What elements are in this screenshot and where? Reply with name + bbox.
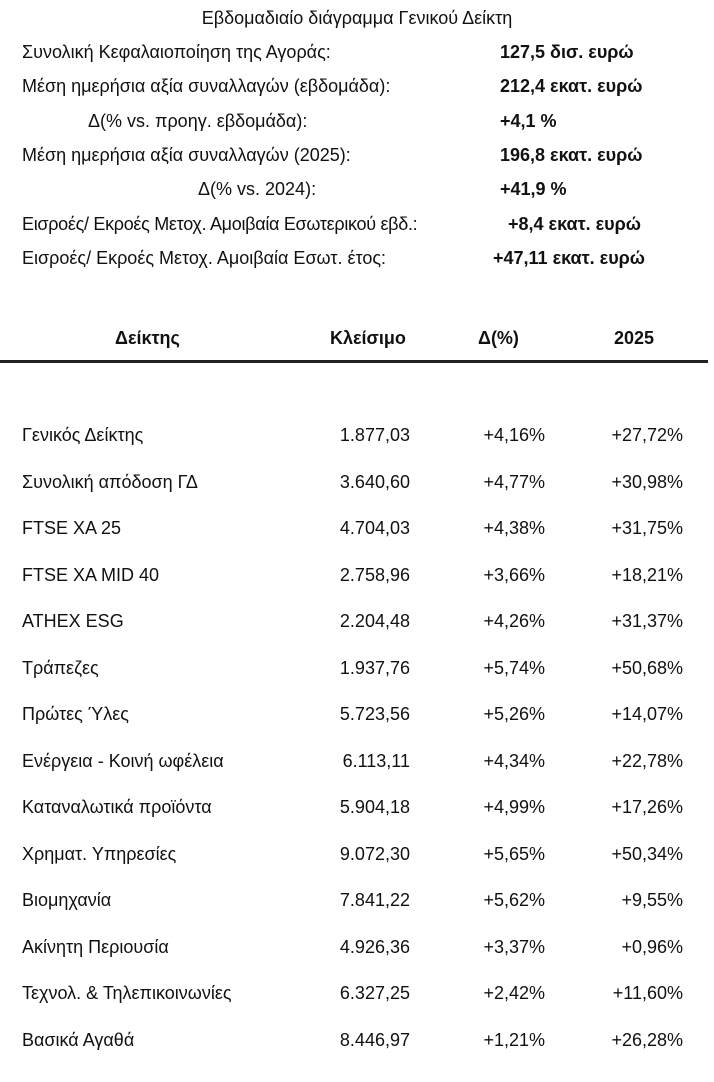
column-header-index: Δείκτης (115, 328, 180, 348)
summary-label: Εισροές/ Εκροές Μετοχ. Αμοιβαία Εσωτερικ… (22, 214, 418, 234)
weekly-change: +4,99% (483, 797, 545, 817)
close-value: 4.926,36 (339, 936, 410, 957)
weekly-change: +5,62% (483, 890, 545, 910)
weekly-change: +4,34% (483, 750, 545, 771)
weekly-change: +4,16% (483, 425, 545, 445)
ytd-change: +17,26% (611, 797, 683, 817)
ytd-change: +26,28% (611, 1029, 683, 1050)
ytd-change: +9,55% (621, 890, 683, 910)
index-name: Γενικός Δείκτης (22, 425, 144, 445)
weekly-change: +4,26% (483, 611, 545, 631)
close-value: 7.841,22 (339, 890, 410, 910)
close-value: 4.704,03 (339, 518, 410, 538)
close-value: 8.446,97 (339, 1029, 410, 1050)
summary-value: +47,11 εκατ. ευρώ (493, 248, 646, 268)
weekly-change: +3,37% (483, 936, 545, 957)
index-name: FTSE XA 25 (22, 518, 122, 538)
ytd-change: +14,07% (611, 704, 683, 724)
summary-value: 127,5 δισ. ευρώ (500, 42, 634, 62)
index-name: ATHEX ESG (22, 611, 124, 631)
summary-value: 212,4 εκατ. ευρώ (500, 76, 643, 96)
summary-label: Εισροές/ Εκροές Μετοχ. Αμοιβαία Εσωτ. έτ… (22, 248, 387, 268)
weekly-change: +4,77% (483, 471, 545, 492)
ytd-change: +50,34% (611, 843, 683, 864)
ytd-change: +31,37% (611, 611, 683, 631)
index-name: Χρηματ. Υπηρεσίες (22, 843, 177, 864)
close-value: 6.327,25 (339, 983, 410, 1003)
index-name: Ενέργεια - Κοινή ωφέλεια (22, 750, 224, 771)
ytd-change: +30,98% (611, 471, 683, 492)
summary-label: Συνολική Κεφαλαιοποίηση της Αγοράς: (22, 42, 331, 62)
weekly-change: +5,26% (483, 704, 545, 724)
index-name: Τράπεζες (22, 657, 99, 678)
weekly-change: +5,65% (483, 843, 545, 864)
ytd-change: +31,75% (611, 518, 683, 538)
ytd-change: +18,21% (611, 564, 683, 585)
report-title: Εβδομαδιαίο διάγραμμα Γενικού Δείκτη (201, 8, 513, 28)
index-name: Ακίνητη Περιουσία (22, 936, 169, 957)
column-header-ytd: 2025 (614, 328, 655, 348)
weekly-change: +2,42% (483, 983, 545, 1003)
summary-value: +41,9 % (500, 179, 567, 199)
close-value: 3.640,60 (339, 471, 410, 492)
index-name: Βιομηχανία (22, 890, 112, 910)
header-divider (0, 360, 708, 363)
summary-label: Δ(% vs. 2024): (198, 179, 317, 199)
index-name: FTSE XA MID 40 (22, 564, 160, 585)
column-header-close: Κλείσιμο (330, 328, 406, 348)
index-name: Πρώτες Ύλες (22, 704, 129, 724)
ytd-change: +0,96% (621, 936, 683, 957)
weekly-change: +4,38% (483, 518, 545, 538)
close-value: 6.113,11 (342, 750, 410, 771)
summary-value: 196,8 εκατ. ευρώ (500, 145, 643, 165)
close-value: 2.204,48 (339, 611, 410, 631)
ytd-change: +27,72% (611, 425, 683, 445)
index-name: Συνολική απόδοση ΓΔ (22, 471, 198, 492)
close-value: 2.758,96 (339, 564, 410, 585)
close-value: 9.072,30 (339, 843, 410, 864)
ytd-change: +22,78% (611, 750, 683, 771)
summary-label: Μέση ημερήσια αξία συναλλαγών (εβδομάδα)… (22, 76, 391, 96)
close-value: 1.937,76 (339, 657, 410, 678)
summary-label: Μέση ημερήσια αξία συναλλαγών (2025): (22, 145, 351, 165)
index-name: Καταναλωτικά προϊόντα (22, 797, 212, 817)
index-name: Βασικά Αγαθά (22, 1029, 135, 1050)
weekly-change: +1,21% (483, 1029, 545, 1050)
close-value: 5.904,18 (339, 797, 410, 817)
summary-value: +8,4 εκατ. ευρώ (508, 214, 641, 234)
ytd-change: +11,60% (612, 983, 683, 1003)
weekly-change: +3,66% (483, 564, 545, 585)
close-value: 5.723,56 (339, 704, 410, 724)
weekly-change: +5,74% (483, 657, 545, 678)
ytd-change: +50,68% (611, 657, 683, 678)
column-header-change: Δ(%) (478, 328, 519, 348)
close-value: 1.877,03 (339, 425, 410, 445)
index-name: Τεχνολ. & Τηλεπικοινωνίες (22, 983, 232, 1003)
summary-value: +4,1 % (500, 111, 557, 131)
summary-label: Δ(% vs. προηγ. εβδομάδα): (88, 111, 308, 131)
